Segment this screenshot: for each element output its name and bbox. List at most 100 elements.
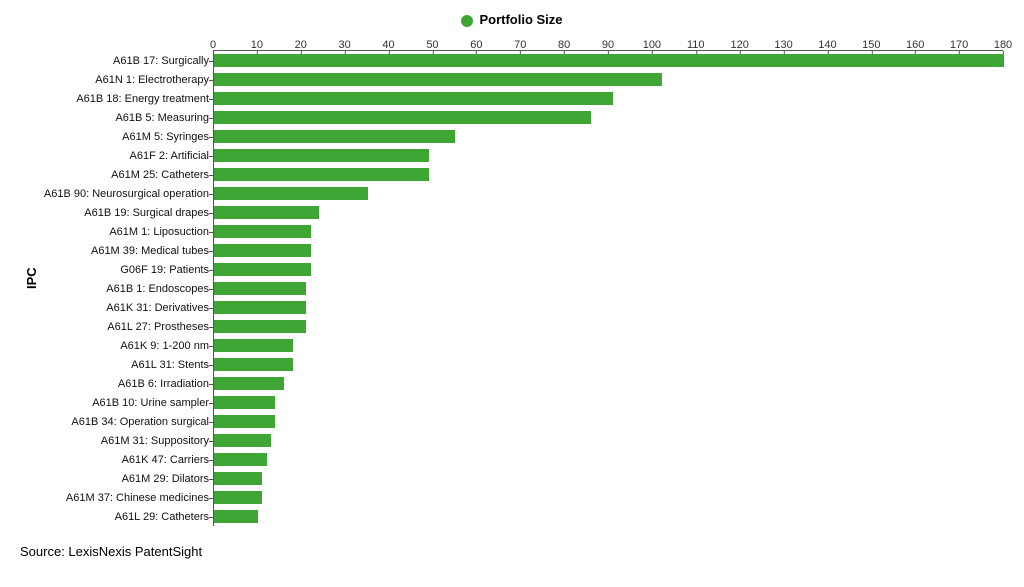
- x-axis-tick: 60: [470, 39, 482, 51]
- category-label: G06F 19: Patients: [41, 264, 214, 276]
- category-label: A61B 18: Energy treatment: [41, 93, 214, 105]
- category-label: A61B 6: Irradiation: [41, 378, 214, 390]
- bar: [214, 92, 613, 105]
- x-axis-tick: 70: [514, 39, 526, 51]
- x-axis-tick: 0: [210, 39, 216, 51]
- bar: [214, 73, 662, 86]
- bar-row: G06F 19: Patients: [214, 260, 1004, 279]
- y-axis-tick: [209, 61, 214, 62]
- bar-row: A61B 90: Neurosurgical operation: [214, 184, 1004, 203]
- bar: [214, 263, 311, 276]
- x-axis-tick: 160: [906, 39, 924, 51]
- category-label: A61B 10: Urine sampler: [41, 397, 214, 409]
- bar-row: A61M 37: Chinese medicines: [214, 488, 1004, 507]
- category-label: A61L 31: Stents: [41, 359, 214, 371]
- bar: [214, 225, 311, 238]
- y-axis-tick: [209, 308, 214, 309]
- y-axis-tick: [209, 517, 214, 518]
- plot-area: A61B 17: SurgicallyA61N 1: Electrotherap…: [213, 51, 1004, 526]
- y-axis-tick: [209, 175, 214, 176]
- chart-main: 0102030405060708090100110120130140150160…: [43, 31, 1004, 526]
- y-axis-tick: [209, 365, 214, 366]
- bar-row: A61M 29: Dilators: [214, 469, 1004, 488]
- category-label: A61M 39: Medical tubes: [41, 245, 214, 257]
- bar: [214, 111, 591, 124]
- x-axis-tick: 170: [950, 39, 968, 51]
- bar-row: A61K 31: Derivatives: [214, 298, 1004, 317]
- bar-row: A61B 18: Energy treatment: [214, 89, 1004, 108]
- bar-row: A61B 17: Surgically: [214, 51, 1004, 70]
- bar-row: A61M 5: Syringes: [214, 127, 1004, 146]
- y-axis-tick: [209, 99, 214, 100]
- bar: [214, 415, 275, 428]
- bar: [214, 320, 306, 333]
- y-axis-tick: [209, 80, 214, 81]
- bar: [214, 453, 267, 466]
- x-axis-tick: 120: [730, 39, 748, 51]
- x-axis-tick: 110: [687, 39, 705, 51]
- category-label: A61M 37: Chinese medicines: [41, 492, 214, 504]
- y-axis-tick: [209, 346, 214, 347]
- bar-row: A61K 9: 1-200 nm: [214, 336, 1004, 355]
- bar: [214, 244, 311, 257]
- category-label: A61F 2: Artificial: [41, 150, 214, 162]
- y-axis-tick: [209, 460, 214, 461]
- bar-row: A61M 1: Liposuction: [214, 222, 1004, 241]
- y-axis-tick: [209, 270, 214, 271]
- legend-marker: [461, 15, 473, 27]
- bar: [214, 54, 1004, 67]
- y-axis-tick: [209, 498, 214, 499]
- bar: [214, 339, 293, 352]
- bar-row: A61M 39: Medical tubes: [214, 241, 1004, 260]
- category-label: A61K 9: 1-200 nm: [41, 340, 214, 352]
- x-axis: 0102030405060708090100110120130140150160…: [213, 31, 1003, 51]
- bar-row: A61N 1: Electrotherapy: [214, 70, 1004, 89]
- x-axis-tick: 130: [774, 39, 792, 51]
- category-label: A61L 27: Prostheses: [41, 321, 214, 333]
- x-axis-tick: 150: [862, 39, 880, 51]
- bar-row: A61B 19: Surgical drapes: [214, 203, 1004, 222]
- bar-row: A61B 10: Urine sampler: [214, 393, 1004, 412]
- y-axis-tick: [209, 289, 214, 290]
- y-axis-tick: [209, 137, 214, 138]
- bar-row: A61M 31: Suppository: [214, 431, 1004, 450]
- bar: [214, 282, 306, 295]
- x-axis-tick: 80: [558, 39, 570, 51]
- bar-row: A61B 1: Endoscopes: [214, 279, 1004, 298]
- category-label: A61M 5: Syringes: [41, 131, 214, 143]
- bar-row: A61M 25: Catheters: [214, 165, 1004, 184]
- category-label: A61K 31: Derivatives: [41, 302, 214, 314]
- y-axis-title: IPC: [20, 31, 43, 526]
- y-axis-tick: [209, 251, 214, 252]
- bar: [214, 206, 319, 219]
- legend-label: Portfolio Size: [479, 12, 562, 27]
- bar-row: A61B 5: Measuring: [214, 108, 1004, 127]
- category-label: A61M 1: Liposuction: [41, 226, 214, 238]
- bar-row: A61B 34: Operation surgical: [214, 412, 1004, 431]
- bar-row: A61B 6: Irradiation: [214, 374, 1004, 393]
- category-label: A61M 29: Dilators: [41, 473, 214, 485]
- source-attribution: Source: LexisNexis PatentSight: [20, 544, 1004, 559]
- y-axis-tick: [209, 232, 214, 233]
- y-axis-tick: [209, 118, 214, 119]
- y-axis-tick: [209, 327, 214, 328]
- bar-row: A61L 31: Stents: [214, 355, 1004, 374]
- bar: [214, 149, 429, 162]
- bar: [214, 396, 275, 409]
- x-axis-tick: 10: [251, 39, 263, 51]
- category-label: A61B 19: Surgical drapes: [41, 207, 214, 219]
- bar: [214, 130, 455, 143]
- category-label: A61B 1: Endoscopes: [41, 283, 214, 295]
- bar: [214, 472, 262, 485]
- bar: [214, 301, 306, 314]
- bar-row: A61F 2: Artificial: [214, 146, 1004, 165]
- bar: [214, 187, 368, 200]
- category-label: A61B 5: Measuring: [41, 112, 214, 124]
- category-label: A61B 17: Surgically: [41, 55, 214, 67]
- bar: [214, 434, 271, 447]
- x-axis-tick: 50: [426, 39, 438, 51]
- bar-row: A61K 47: Carriers: [214, 450, 1004, 469]
- bar: [214, 491, 262, 504]
- y-axis-tick: [209, 441, 214, 442]
- bar-row: A61L 27: Prostheses: [214, 317, 1004, 336]
